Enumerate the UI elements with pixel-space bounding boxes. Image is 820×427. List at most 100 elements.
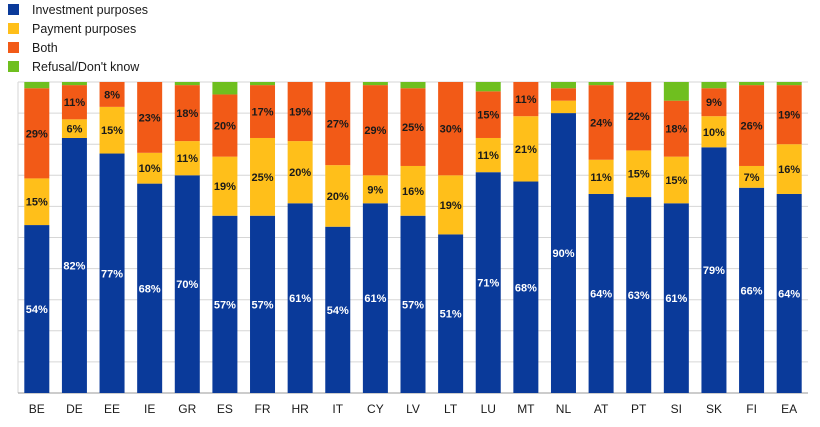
data-label: 54%: [26, 304, 48, 316]
bar-segment-ea-0: [776, 193, 802, 393]
bar-segment-si-1: [663, 156, 689, 204]
bar-segment-nl-2: [550, 88, 576, 101]
data-label: 16%: [778, 164, 800, 176]
bar-segment-lu-1: [475, 137, 501, 173]
legend-label: Refusal/Don't know: [32, 59, 140, 74]
data-label: 15%: [26, 197, 48, 209]
data-label: 63%: [628, 290, 650, 302]
bar-segment-ie-2: [137, 82, 163, 153]
bar-segment-de-2: [61, 85, 87, 120]
bar-segment-es-2: [212, 94, 238, 157]
bar-segment-lu-2: [475, 91, 501, 138]
data-label: 15%: [628, 169, 650, 181]
bar-segment-nl-0: [550, 113, 576, 393]
data-label: 25%: [402, 122, 424, 134]
x-tick-label: PT: [631, 402, 647, 416]
data-label: 15%: [665, 175, 687, 187]
data-label: 57%: [402, 299, 424, 311]
x-tick-label: EA: [781, 402, 797, 416]
bar-segment-cy-0: [362, 203, 388, 393]
bar-segment-ee-2: [99, 82, 125, 107]
x-tick-label: DE: [66, 402, 83, 416]
legend-swatch: [8, 42, 19, 53]
bar-segment-sk-0: [701, 147, 727, 393]
data-label: 77%: [101, 268, 123, 280]
data-label: 8%: [104, 89, 120, 101]
x-tick-label: BE: [29, 402, 45, 416]
bar-segment-ea-2: [776, 85, 802, 145]
bar-segment-pt-2: [626, 82, 652, 151]
data-label: 9%: [706, 97, 722, 109]
data-label: 82%: [63, 260, 85, 272]
bar-segment-si-3: [663, 82, 689, 101]
data-label: 18%: [665, 124, 687, 136]
bar-segment-cy-2: [362, 85, 388, 176]
bar-segment-si-0: [663, 203, 689, 393]
bar-segment-it-2: [325, 82, 351, 166]
bar-segment-ee-0: [99, 153, 125, 393]
legend-label: Both: [32, 40, 58, 55]
x-tick-label: HR: [291, 402, 309, 416]
x-tick-label: AT: [594, 402, 609, 416]
bar-segment-lt-2: [438, 82, 464, 176]
legend-item-payment: Payment purposes: [8, 19, 268, 38]
x-tick-label: IE: [144, 402, 155, 416]
data-label: 9%: [367, 184, 383, 196]
x-tick-label: GR: [178, 402, 196, 416]
bar-segment-sk-2: [701, 88, 727, 117]
legend-item-investment: Investment purposes: [8, 0, 268, 19]
bar-segment-be-2: [24, 88, 50, 179]
bar-segment-lv-1: [400, 165, 426, 216]
data-label: 26%: [741, 121, 763, 133]
bar-segment-es-0: [212, 215, 238, 393]
bar-segment-si-2: [663, 100, 689, 157]
data-label: 57%: [252, 299, 274, 311]
x-tick-label: EE: [104, 402, 120, 416]
bar-segment-nl-3: [550, 82, 576, 89]
bar-segment-at-2: [588, 85, 614, 160]
chart-legend: Investment purposes Payment purposes Bot…: [8, 0, 268, 76]
data-label: 70%: [176, 279, 198, 291]
bar-segment-fr-1: [250, 137, 276, 216]
data-label: 18%: [176, 108, 198, 120]
legend-swatch: [8, 61, 19, 72]
bar-segment-es-1: [212, 156, 238, 216]
bar-segment-be-3: [24, 82, 50, 89]
data-label: 15%: [101, 125, 123, 137]
bar-segment-ie-0: [137, 183, 163, 393]
bar-segment-sk-3: [701, 82, 727, 89]
legend-swatch: [8, 4, 19, 15]
data-label: 19%: [289, 107, 311, 119]
bar-segment-ee-1: [99, 106, 125, 154]
x-tick-label: FR: [255, 402, 271, 416]
data-label: 6%: [66, 124, 82, 136]
data-label: 57%: [214, 299, 236, 311]
x-tick-label: LV: [406, 402, 420, 416]
data-label: 11%: [478, 150, 500, 162]
data-label: 10%: [139, 163, 161, 175]
data-label: 20%: [214, 121, 236, 133]
bar-segment-lt-1: [438, 175, 464, 235]
x-tick-label: SK: [706, 402, 722, 416]
bar-segment-cy-1: [362, 175, 388, 204]
x-tick-label: FI: [746, 402, 757, 416]
data-label: 79%: [703, 265, 725, 277]
data-label: 22%: [628, 111, 650, 123]
legend-item-refusal: Refusal/Don't know: [8, 57, 268, 76]
bar-segment-mt-1: [513, 116, 539, 182]
data-label: 54%: [327, 305, 349, 317]
data-label: 29%: [364, 125, 386, 137]
data-label: 61%: [289, 293, 311, 305]
bar-segment-ea-1: [776, 144, 802, 194]
bar-segment-de-3: [61, 82, 87, 86]
bar-segment-hr-1: [287, 141, 313, 204]
data-label: 68%: [139, 283, 161, 295]
data-label: 24%: [590, 117, 612, 129]
x-tick-label: CY: [367, 402, 384, 416]
bar-segment-fr-3: [250, 82, 276, 86]
x-tick-label: IT: [332, 402, 343, 416]
bar-segment-mt-0: [513, 181, 539, 393]
legend-label: Payment purposes: [32, 21, 137, 36]
data-label: 10%: [703, 127, 725, 139]
